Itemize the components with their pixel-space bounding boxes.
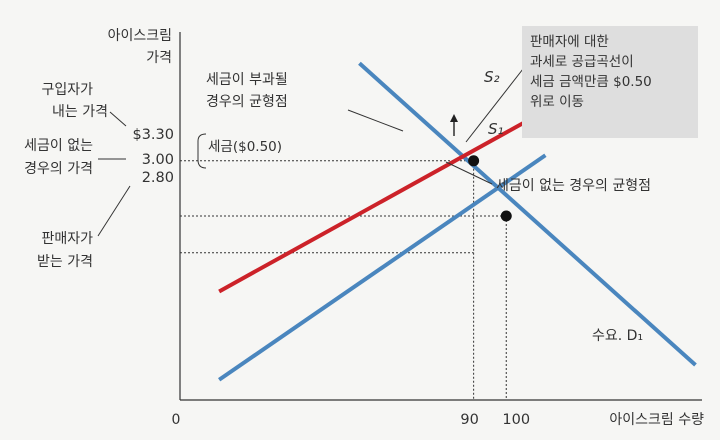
y-axis-title-line2: 가격 <box>146 50 172 66</box>
equilibrium-point-no-tax <box>500 210 512 222</box>
x-tick-90: 90 <box>460 412 478 428</box>
desc-buyer-price-line1: 구입자가 <box>41 82 93 98</box>
desc-notax-price-line1: 세금이 없는 <box>24 138 93 154</box>
x-axis-title: 아이스크림 수량 <box>609 412 704 428</box>
demand-curve-d1 <box>358 61 697 367</box>
s2-label: S₂ <box>484 68 500 86</box>
tax-bracket <box>197 133 207 169</box>
eq-tax-label-line2: 경우의 균형점 <box>206 94 288 110</box>
supply-curve-s1 <box>218 153 547 382</box>
supply-curve-s2 <box>218 90 579 294</box>
y-tick-280: 2.80 <box>142 170 174 186</box>
equilibrium-point-tax <box>468 155 480 167</box>
callout-leader <box>465 59 531 143</box>
desc-buyer-price-line2: 내는 가격 <box>52 104 108 120</box>
callout-line1: 판매자에 대한 <box>530 34 609 50</box>
y-tick-330: $3.30 <box>132 127 174 143</box>
d1-label: 수요. D₁ <box>592 328 643 344</box>
desc-buyer-leader <box>109 111 127 127</box>
eq-tax-leader <box>347 109 404 132</box>
origin-label: 0 <box>172 412 181 428</box>
s1-label: S₁ <box>488 120 504 138</box>
eq-notax-label: 세금이 없는 경우의 균형점 <box>496 178 651 194</box>
shift-arrowhead-icon <box>450 114 458 122</box>
desc-seller-price-line1: 판매자가 <box>41 231 93 247</box>
tax-label: 세금($0.50) <box>208 139 282 155</box>
desc-notax-price-line2: 경우의 가격 <box>24 161 93 177</box>
eq-notax-leader <box>445 161 493 185</box>
callout-line4: 위로 이동 <box>530 94 584 110</box>
y-tick-300: 3.00 <box>142 152 174 168</box>
x-tick-100: 100 <box>502 412 530 428</box>
eq-tax-label-line1: 세금이 부과될 <box>206 72 288 88</box>
callout-line2: 과세로 공급곡선이 <box>530 54 634 70</box>
desc-seller-price-line2: 받는 가격 <box>37 254 93 270</box>
y-axis-title-line1: 아이스크림 <box>108 28 172 44</box>
desc-seller-leader <box>97 185 131 237</box>
callout-line3: 세금 금액만큼 $0.50 <box>530 74 652 90</box>
supply-shift-callout: 판매자에 대한 과세로 공급곡선이 세금 금액만큼 $0.50 위로 이동 <box>522 26 698 138</box>
